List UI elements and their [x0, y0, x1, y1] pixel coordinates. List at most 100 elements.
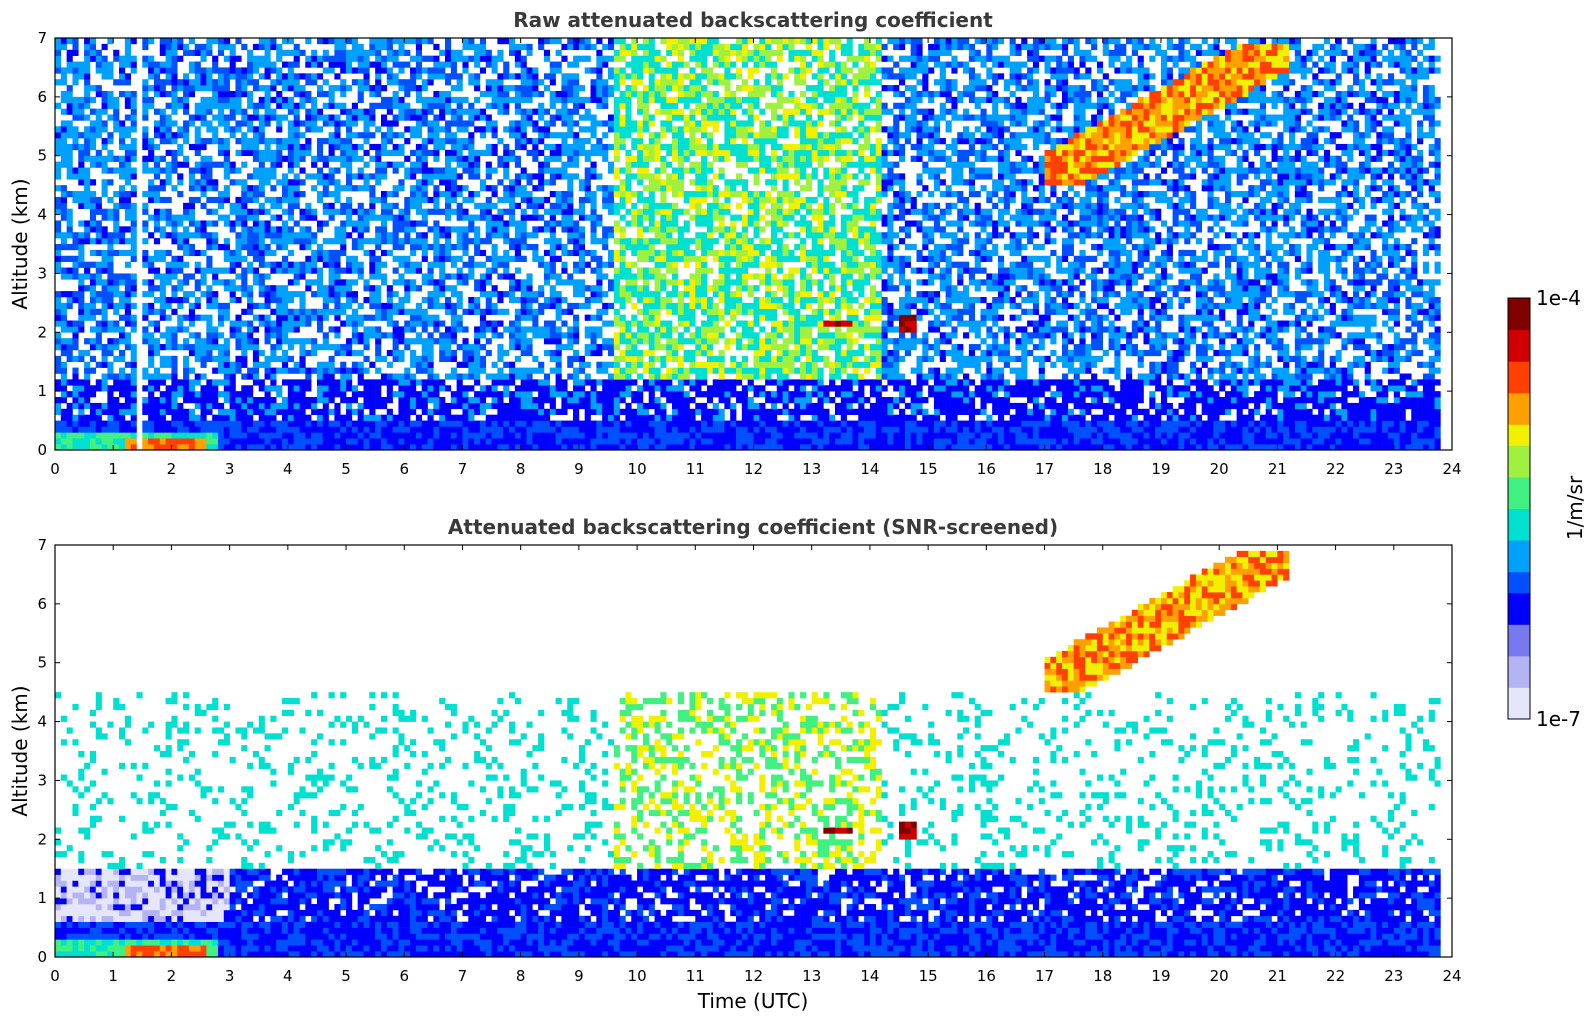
heatmap-cell — [561, 308, 568, 315]
heatmap-cell — [153, 155, 161, 162]
heatmap-cell — [642, 202, 650, 209]
heatmap-cell — [485, 196, 492, 204]
heatmap-cell — [619, 38, 626, 45]
heatmap-cell — [625, 179, 632, 186]
heatmap-cell — [415, 149, 423, 157]
heatmap-cell — [124, 126, 131, 133]
heatmap-cell — [287, 132, 294, 139]
heatmap-cell — [503, 208, 510, 215]
heatmap-cell — [578, 249, 585, 257]
heatmap-cell — [578, 232, 585, 239]
heatmap-cell — [235, 432, 242, 439]
heatmap-cell — [392, 302, 399, 310]
heatmap-cell — [637, 120, 644, 127]
heatmap-cell — [84, 90, 91, 98]
heatmap-cell — [602, 344, 609, 351]
heatmap-cell — [474, 432, 481, 439]
heatmap-cell — [625, 373, 632, 380]
heatmap-cell — [363, 55, 370, 62]
heatmap-cell — [398, 408, 405, 415]
heatmap-cell — [119, 414, 126, 421]
heatmap-cell — [520, 79, 527, 86]
heatmap-cell — [509, 255, 516, 262]
heatmap-cell — [607, 261, 615, 268]
heatmap-cell — [526, 73, 533, 80]
heatmap-cell — [188, 332, 195, 339]
heatmap-cell — [456, 79, 463, 86]
heatmap-cell — [573, 220, 580, 227]
heatmap-cell — [148, 302, 155, 310]
heatmap-cell — [613, 273, 620, 280]
heatmap-cell — [456, 55, 463, 62]
heatmap-cell — [555, 332, 562, 339]
heatmap-cell — [631, 273, 638, 280]
heatmap-cell — [299, 90, 306, 98]
heatmap-cell — [95, 408, 102, 415]
heatmap-cell — [357, 438, 364, 445]
heatmap-cell — [474, 114, 481, 121]
heatmap-cell — [183, 326, 190, 333]
heatmap-cell — [95, 238, 102, 245]
heatmap-cell — [252, 314, 260, 321]
heatmap-cell — [357, 232, 364, 239]
heatmap-cell — [561, 202, 568, 209]
heatmap-cell — [456, 414, 463, 421]
heatmap-cell — [66, 149, 73, 157]
heatmap-cell — [276, 149, 283, 157]
heatmap-cell — [584, 179, 591, 186]
heatmap-cell — [322, 432, 329, 439]
heatmap-cell — [648, 202, 655, 209]
heatmap-cell — [241, 67, 248, 74]
heatmap-cell — [293, 432, 300, 439]
heatmap-cell — [113, 102, 120, 109]
heatmap-cell — [270, 332, 277, 339]
heatmap-cell — [509, 126, 516, 133]
heatmap-cell — [468, 108, 475, 115]
heatmap-cell — [427, 126, 434, 133]
heatmap-cell — [468, 143, 475, 151]
heatmap-cell — [72, 173, 79, 180]
heatmap-cell — [159, 332, 166, 339]
heatmap-cell — [101, 255, 108, 262]
heatmap-cell — [602, 155, 609, 162]
heatmap-cell — [375, 155, 382, 162]
heatmap-cell — [357, 55, 364, 62]
heatmap-cell — [555, 379, 562, 386]
heatmap-cell — [334, 208, 341, 215]
heatmap-cell — [561, 444, 568, 451]
heatmap-cell — [445, 244, 452, 251]
heatmap-cell — [322, 444, 329, 451]
heatmap-cell — [503, 85, 510, 92]
heatmap-cell — [532, 138, 539, 145]
heatmap-cell — [258, 414, 265, 421]
heatmap-cell — [596, 326, 603, 333]
heatmap-cell — [596, 38, 603, 45]
heatmap-cell — [474, 244, 481, 251]
heatmap-cell — [363, 296, 370, 304]
heatmap-cell — [270, 426, 277, 433]
heatmap-cell — [415, 320, 423, 327]
heatmap-cell — [252, 420, 260, 427]
heatmap-cell — [491, 120, 498, 127]
heatmap-cell — [305, 285, 312, 292]
heatmap-cell — [346, 426, 353, 433]
heatmap-cell — [328, 261, 335, 268]
heatmap-cell — [223, 196, 230, 204]
heatmap-cell — [282, 185, 289, 192]
heatmap-cell — [619, 202, 626, 209]
heatmap-cell — [183, 426, 190, 433]
heatmap-cell — [375, 296, 382, 304]
heatmap-cell — [107, 214, 114, 221]
heatmap-cell — [235, 55, 242, 62]
heatmap-cell — [543, 408, 551, 415]
heatmap-cell — [439, 402, 446, 410]
heatmap-cell — [305, 120, 312, 127]
heatmap-cell — [299, 96, 306, 104]
heatmap-cell — [270, 291, 277, 298]
heatmap-cell — [433, 132, 440, 139]
heatmap-cell — [351, 220, 358, 227]
heatmap-cell — [619, 214, 626, 221]
heatmap-cell — [439, 432, 446, 439]
heatmap-cell — [229, 255, 236, 262]
heatmap-cell — [363, 438, 370, 445]
